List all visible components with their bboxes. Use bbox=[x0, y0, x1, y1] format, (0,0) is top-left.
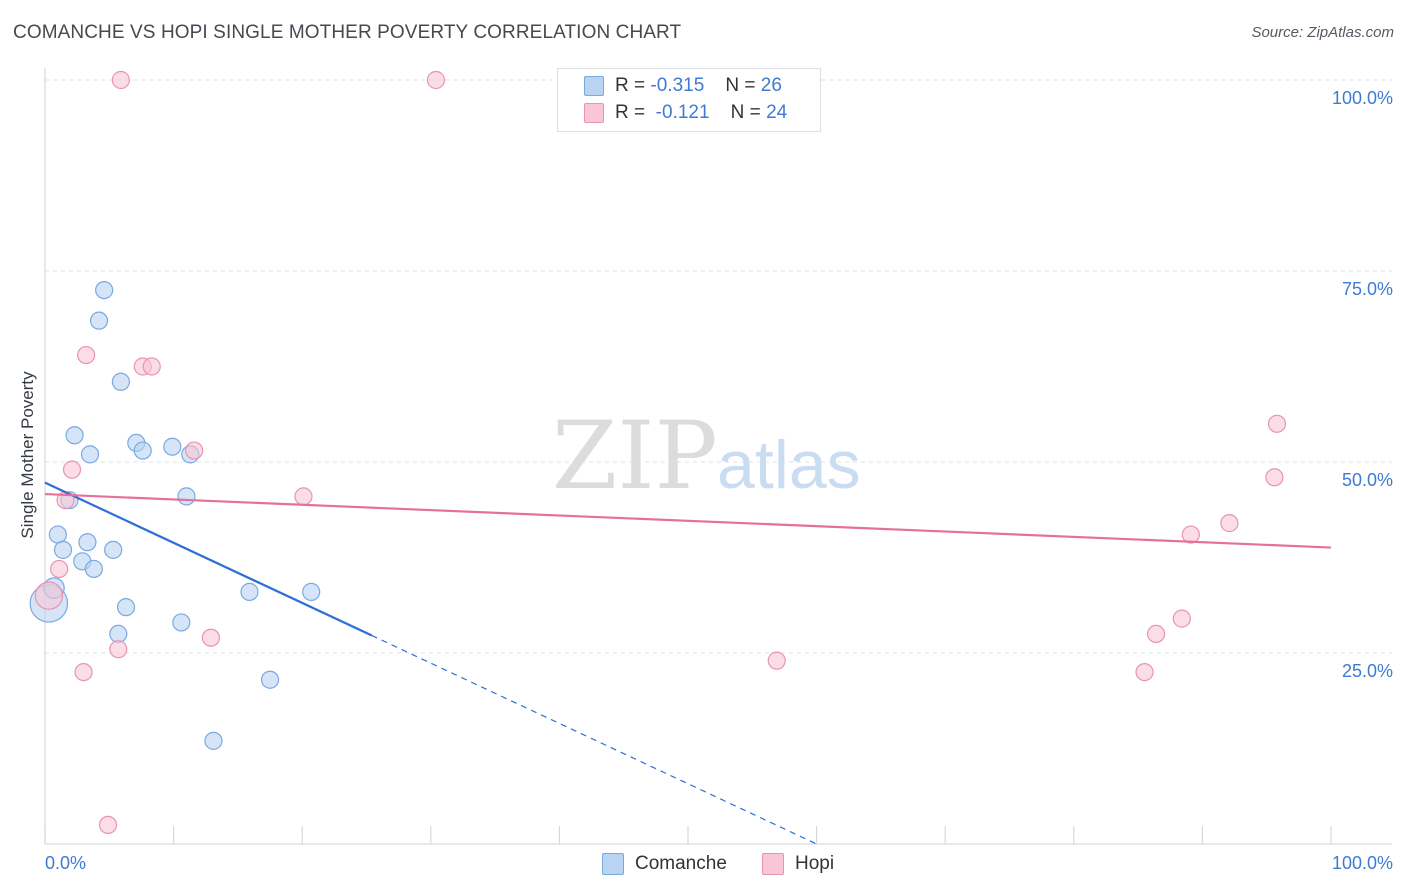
point-comanche bbox=[111, 372, 130, 391]
n-value-hopi: 24 bbox=[766, 102, 788, 123]
y-tick-label: 75.0% bbox=[1342, 279, 1393, 299]
point-hopi bbox=[1147, 624, 1166, 644]
point-hopi bbox=[98, 815, 118, 835]
point-hopi bbox=[294, 487, 313, 506]
n-value-comanche: 26 bbox=[760, 75, 782, 96]
point-comanche bbox=[172, 613, 191, 632]
point-comanche bbox=[48, 525, 67, 544]
point-hopi bbox=[201, 628, 220, 647]
series-legend: Comanche Hopi bbox=[0, 852, 1406, 878]
point-comanche bbox=[84, 559, 103, 579]
watermark-atlas: atlas bbox=[717, 427, 861, 503]
point-comanche bbox=[240, 582, 259, 601]
x-tick-label: 0.0% bbox=[45, 853, 86, 873]
comanche-swatch bbox=[584, 76, 604, 96]
point-hopi bbox=[34, 581, 64, 610]
point-comanche bbox=[260, 670, 280, 689]
chart-title: COMANCHE VS HOPI SINGLE MOTHER POVERTY C… bbox=[13, 22, 682, 43]
axes bbox=[44, 68, 1392, 845]
point-comanche bbox=[53, 540, 73, 559]
point-hopi bbox=[1267, 414, 1287, 433]
point-hopi bbox=[142, 357, 161, 376]
point-comanche bbox=[163, 437, 182, 456]
point-comanche bbox=[109, 624, 128, 644]
legend-text-comanche: R = -0.315 N = 26 bbox=[615, 75, 782, 97]
point-hopi bbox=[77, 345, 96, 365]
point-hopi bbox=[74, 662, 93, 682]
legend-label-hopi: Hopi bbox=[795, 853, 835, 874]
point-hopi bbox=[62, 460, 82, 479]
point-hopi bbox=[111, 70, 130, 90]
trend-lines bbox=[44, 481, 1332, 845]
legend-label-comanche: Comanche bbox=[635, 853, 727, 874]
r-label: R = bbox=[615, 75, 646, 96]
source-label: Source: ZipAtlas.com bbox=[1251, 24, 1394, 41]
watermark-zip: ZIP bbox=[552, 402, 718, 511]
trend-line-comanche bbox=[44, 481, 373, 637]
point-comanche bbox=[78, 533, 97, 552]
r-value-hopi: -0.121 bbox=[655, 102, 710, 123]
y-tick-label: 50.0% bbox=[1342, 470, 1393, 490]
point-comanche bbox=[89, 311, 109, 330]
point-comanche bbox=[104, 540, 123, 559]
point-comanche bbox=[302, 582, 321, 601]
point-comanche bbox=[65, 426, 84, 445]
n-label: N = bbox=[725, 75, 756, 96]
grid-lines bbox=[45, 79, 1392, 654]
hopi-swatch bbox=[762, 853, 784, 875]
n-label: N = bbox=[730, 102, 761, 123]
point-hopi bbox=[185, 441, 204, 460]
hopi-swatch bbox=[584, 103, 604, 123]
point-hopi bbox=[1181, 525, 1200, 544]
r-label: R = bbox=[615, 102, 646, 123]
correlation-legend: R = -0.315 N = 26 R = -0.121 N = 24 bbox=[557, 68, 821, 132]
y-tick-label: 25.0% bbox=[1342, 661, 1393, 681]
point-hopi bbox=[1220, 514, 1239, 533]
data-points bbox=[29, 70, 1287, 835]
y-tick-label: 100.0% bbox=[1332, 88, 1393, 108]
point-hopi bbox=[1172, 609, 1191, 628]
point-comanche bbox=[95, 281, 114, 300]
tick-labels: 25.0% 50.0% 75.0% 100.0% 0.0% 100.0% bbox=[45, 88, 1393, 873]
point-comanche bbox=[204, 731, 223, 750]
point-comanche bbox=[116, 598, 136, 617]
x-tick-label: 100.0% bbox=[1332, 853, 1393, 873]
trend-line-hopi bbox=[44, 492, 1332, 549]
point-hopi bbox=[426, 70, 446, 90]
point-hopi bbox=[50, 559, 69, 579]
r-value-comanche: -0.315 bbox=[650, 75, 705, 96]
comanche-swatch bbox=[602, 853, 624, 875]
legend-text-hopi: R = -0.121 N = 24 bbox=[615, 102, 787, 124]
trend-line-comanche-extension bbox=[371, 634, 817, 845]
point-hopi bbox=[109, 640, 128, 659]
point-hopi bbox=[1135, 662, 1154, 682]
point-comanche bbox=[133, 441, 152, 460]
point-hopi bbox=[767, 651, 786, 670]
point-hopi bbox=[1265, 468, 1284, 487]
point-comanche bbox=[177, 487, 196, 506]
point-comanche bbox=[80, 445, 100, 464]
